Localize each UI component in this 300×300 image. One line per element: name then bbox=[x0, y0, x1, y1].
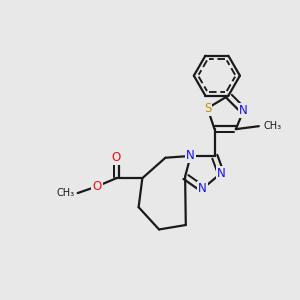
Text: N: N bbox=[217, 167, 225, 180]
Text: CH₃: CH₃ bbox=[263, 121, 281, 131]
Text: O: O bbox=[112, 151, 121, 164]
Text: S: S bbox=[204, 102, 211, 115]
Text: N: N bbox=[239, 104, 248, 117]
Text: O: O bbox=[92, 180, 102, 193]
Text: CH₃: CH₃ bbox=[57, 188, 75, 198]
Text: N: N bbox=[186, 149, 195, 162]
Text: N: N bbox=[198, 182, 207, 195]
